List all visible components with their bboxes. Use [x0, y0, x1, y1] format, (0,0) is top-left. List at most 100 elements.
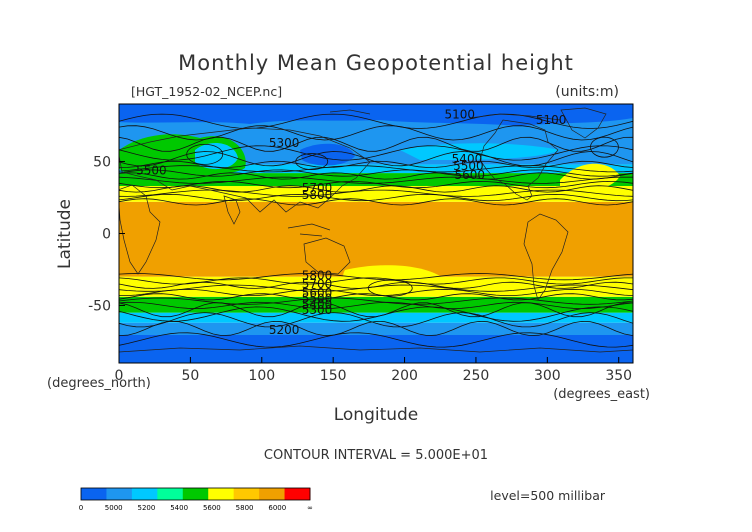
contour-label: 5500 — [302, 292, 333, 306]
coast-antarctica — [119, 345, 633, 353]
x-unit-label: (degrees_east) — [553, 387, 650, 402]
anomaly-region — [195, 143, 238, 170]
colorbar-segment — [106, 488, 133, 500]
contour-closed — [590, 136, 619, 158]
contour-label: 5700 — [302, 181, 333, 195]
x-tick-label: 150 — [320, 368, 347, 384]
band — [119, 186, 633, 202]
x-tick-label: 200 — [391, 368, 418, 384]
contour-label: 5600 — [455, 168, 486, 182]
coast-india — [223, 195, 241, 225]
colorbar-tick-label: ∞ — [307, 504, 313, 512]
colorbar-tick-label: 5600 — [203, 504, 221, 512]
colorbar-segment — [233, 488, 260, 500]
x-axis: 0 50 100 150 200 250 300 350 — [115, 357, 632, 384]
coastlines — [119, 107, 633, 353]
units-label: (units:m) — [555, 84, 619, 100]
coast-arctic-islands — [329, 109, 561, 121]
contour-line — [119, 113, 633, 129]
contour-line — [119, 185, 633, 193]
contour-label: 5100 — [536, 113, 567, 127]
contour-label: 5100 — [445, 107, 476, 121]
colorbar-tick-label: 5000 — [105, 504, 123, 512]
colorbar-tick-label: 5800 — [236, 504, 254, 512]
x-tick-label: 300 — [534, 368, 561, 384]
x-tick-label: 50 — [181, 368, 199, 384]
coast-africa — [119, 184, 161, 275]
colorbar-frame — [80, 487, 311, 501]
contour-label: 5800 — [302, 188, 333, 202]
band — [119, 312, 633, 323]
colorbar-tick-label: 6000 — [268, 504, 286, 512]
contour-line — [119, 172, 633, 180]
contour-line — [119, 198, 633, 206]
coast-north-america — [479, 119, 559, 201]
plot-field: 5100 510055005300540055005600570058005800… — [119, 104, 633, 363]
chart-title: Monthly Mean Geopotential height — [178, 51, 574, 75]
y-unit-label: (degrees_north) — [47, 376, 151, 391]
contour-label: 5700 — [302, 277, 333, 291]
contour-line — [119, 273, 633, 281]
contour-line — [119, 297, 633, 305]
colorbar-segment — [81, 488, 107, 500]
band — [119, 296, 633, 313]
band — [119, 201, 633, 277]
y-axis: 50 0 -50 — [88, 155, 125, 314]
x-tick-label: 0 — [115, 368, 124, 384]
contour-closed — [295, 153, 329, 170]
colorbar-tick-label: 5400 — [170, 504, 188, 512]
contour-label: 5300 — [302, 303, 333, 317]
contour-label: 5400 — [302, 297, 333, 311]
coast-indonesia — [287, 223, 331, 237]
x-tick-label: 350 — [605, 368, 632, 384]
colorbar-tick-label: 0 — [79, 504, 83, 512]
x-tick-label: 100 — [248, 368, 275, 384]
contour-line — [119, 301, 633, 310]
contour-line — [119, 136, 633, 152]
colorbar-segment — [157, 488, 184, 500]
contour-line — [119, 145, 633, 161]
contour-line — [119, 306, 633, 322]
anomaly-region — [119, 335, 633, 363]
contour-line — [119, 180, 633, 189]
contour-line — [119, 332, 633, 348]
y-tick-label: 0 — [102, 227, 111, 243]
colorbar-segment — [208, 488, 235, 500]
file-label: [HGT_1952-02_NCEP.nc] — [131, 84, 282, 99]
coast-eurasia — [119, 127, 371, 213]
coast-south-america — [523, 213, 569, 301]
contour-line — [119, 169, 633, 177]
contour-line — [119, 189, 633, 197]
contour-label: 5300 — [269, 136, 300, 150]
level-label: level=500 millibar — [490, 488, 606, 503]
contour-label: 5500 — [453, 159, 484, 173]
band — [119, 173, 633, 187]
y-axis-label: Latitude — [55, 199, 75, 269]
contour-line — [119, 312, 633, 328]
contour-interval-label: CONTOUR INTERVAL = 5.000E+01 — [264, 448, 488, 463]
colorbar-segment — [182, 488, 209, 500]
anomaly-region — [560, 163, 620, 191]
x-tick-label: 250 — [463, 368, 490, 384]
colorbar-segment — [284, 488, 311, 500]
contour-label: 5800 — [302, 269, 333, 283]
contour-line — [119, 193, 633, 202]
contour-label: 5200 — [269, 323, 300, 337]
x-axis-label: Longitude — [334, 405, 419, 425]
colorbar-segment — [131, 488, 158, 500]
y-tick-label: -50 — [88, 298, 111, 314]
coast-greenland — [560, 107, 607, 139]
y-tick-label: 50 — [93, 155, 111, 171]
colorbar-segment — [259, 488, 286, 500]
coast-australia — [303, 237, 351, 275]
contour-line — [119, 284, 633, 292]
contour-labels: 5100 510055005300540055005600570058005800… — [136, 107, 566, 337]
contour-closed — [367, 279, 413, 297]
contour-closed — [186, 143, 224, 165]
contour-label: 5600 — [302, 286, 333, 300]
contour-line — [119, 165, 633, 173]
contour-line — [119, 320, 633, 337]
contour-label: 5400 — [452, 152, 483, 166]
colorbar-tick-label: 5200 — [138, 504, 156, 512]
